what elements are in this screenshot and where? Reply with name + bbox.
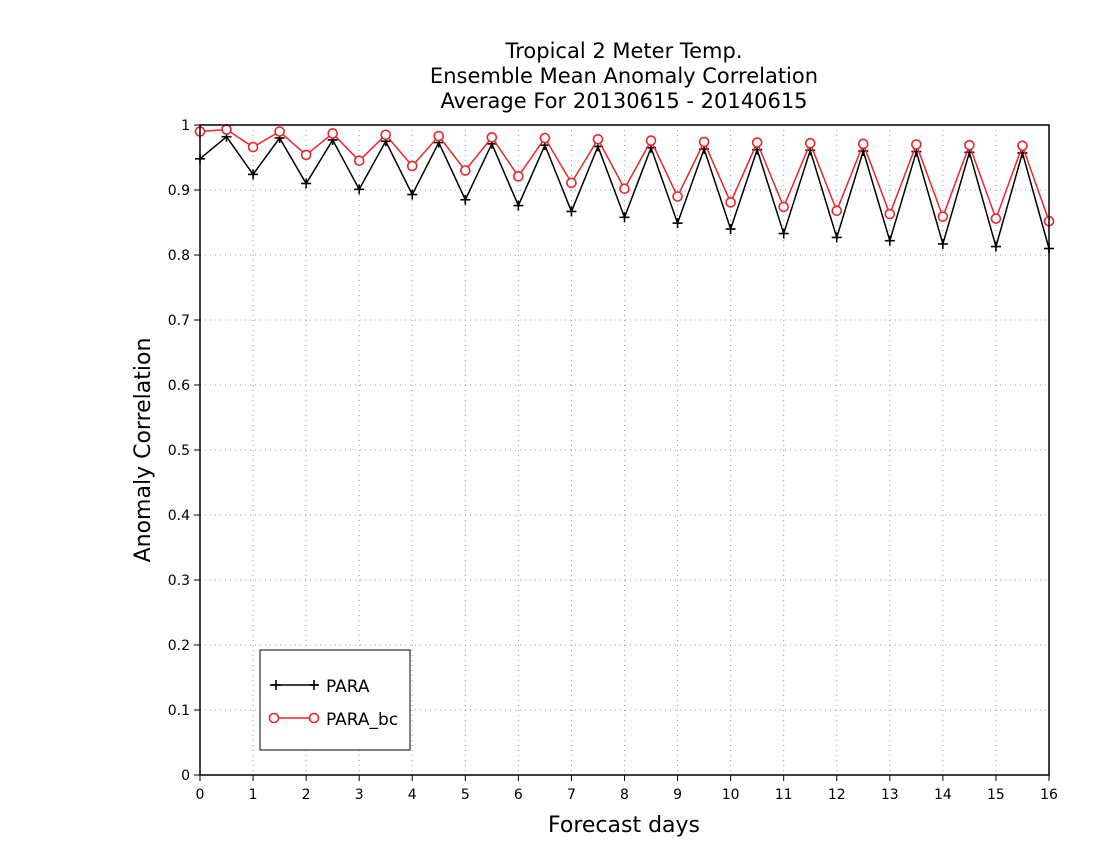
point-para-bc <box>778 201 789 213</box>
point-para <box>725 224 736 234</box>
point-para-bc <box>327 128 338 139</box>
point-para-bc <box>1017 140 1028 152</box>
x-tick-label: 16 <box>1040 787 1058 803</box>
y-tick-label: 0.7 <box>168 313 190 329</box>
y-tick-label: 0.9 <box>168 183 190 199</box>
legend-label-para: PARA <box>326 677 370 697</box>
x-tick-label: 2 <box>302 787 311 803</box>
legend-marker-para <box>271 680 319 690</box>
y-tick-label: 0.8 <box>168 248 190 264</box>
point-para-bc <box>804 137 816 149</box>
y-tick-label: 0.4 <box>168 508 190 524</box>
point-para-bc <box>566 177 577 189</box>
x-tick-label: 14 <box>934 787 952 803</box>
x-tick-label: 8 <box>620 787 629 803</box>
point-para <box>407 189 418 200</box>
title-line-1: Tropical 2 Meter Temp. <box>504 39 742 63</box>
x-axis-ticks: 0 1 2 3 4 5 6 7 8 9 10 11 12 13 14 15 16 <box>196 775 1058 803</box>
x-tick-label: 15 <box>987 787 1005 803</box>
legend-label-para-bc: PARA_bc <box>326 710 398 730</box>
x-tick-label: 0 <box>196 787 205 803</box>
point-para-bc <box>698 136 710 148</box>
point-para <box>990 241 1001 252</box>
point-para <box>354 184 365 195</box>
point-para-bc <box>645 135 657 146</box>
plot-frame <box>199 124 1050 776</box>
point-para-bc <box>911 139 922 150</box>
point-para-bc <box>592 134 604 145</box>
title-line-3: Average For 20130615 - 20140615 <box>440 89 807 113</box>
point-para-bc <box>725 197 736 208</box>
point-para-bc <box>300 149 312 161</box>
point-para-bc <box>857 138 869 150</box>
y-tick-label: 0.1 <box>168 703 190 719</box>
point-para <box>937 238 948 249</box>
x-tick-label: 12 <box>828 787 846 803</box>
point-para-bc <box>964 139 975 151</box>
point-para-bc <box>672 191 683 202</box>
point-para <box>884 235 895 246</box>
point-para <box>513 200 524 211</box>
title-line-2: Ensemble Mean Anomaly Correlation <box>430 64 818 88</box>
point-para-bc <box>380 129 392 141</box>
y-tick-label: 0 <box>181 768 190 784</box>
point-para-bc <box>460 165 471 176</box>
x-tick-label: 6 <box>514 787 523 803</box>
x-tick-label: 5 <box>461 787 470 803</box>
x-axis-label: Forecast days <box>548 813 700 838</box>
y-tick-label: 0.3 <box>168 573 190 589</box>
point-para-bc <box>486 132 498 143</box>
point-para <box>619 212 630 223</box>
y-axis-label: Anomaly Correlation <box>131 338 156 563</box>
point-para <box>248 169 259 180</box>
x-tick-label: 11 <box>775 787 793 803</box>
point-para <box>301 178 312 189</box>
point-para-bc <box>751 137 763 148</box>
point-para <box>566 206 577 217</box>
point-para-bc <box>937 211 949 222</box>
legend-marker-para-bc-2 <box>308 712 320 724</box>
y-tick-label: 0.6 <box>168 378 190 394</box>
point-para-bc <box>406 160 418 172</box>
x-tick-label: 1 <box>249 787 258 803</box>
legend-box <box>259 649 411 751</box>
x-tick-label: 7 <box>567 787 576 803</box>
point-para <box>460 194 471 205</box>
point-para-bc <box>619 183 630 194</box>
point-para-bc <box>274 126 285 137</box>
gridlines <box>200 125 1049 775</box>
x-tick-label: 3 <box>355 787 364 803</box>
point-para-bc <box>539 132 551 144</box>
point-para <box>831 232 842 243</box>
point-para-bc <box>831 205 843 217</box>
legend-marker-para-bc-1 <box>268 712 280 724</box>
point-para-bc <box>884 208 896 220</box>
x-tick-label: 4 <box>408 787 417 803</box>
point-para-bc <box>513 171 524 182</box>
y-tick-label: 0.2 <box>168 638 190 654</box>
x-tick-label: 9 <box>673 787 682 803</box>
point-para-bc <box>221 124 232 135</box>
legend: PARA PARA_bc <box>259 649 411 751</box>
point-para-bc <box>433 130 445 142</box>
point-para-bc <box>990 213 1002 224</box>
x-tick-label: 13 <box>881 787 899 803</box>
point-para <box>672 218 683 229</box>
point-para-bc <box>247 141 259 153</box>
point-para <box>778 228 789 239</box>
chart-title: Tropical 2 Meter Temp. Ensemble Mean Ano… <box>430 39 818 113</box>
y-tick-label: 0.5 <box>168 443 190 459</box>
data-series <box>194 124 1055 254</box>
y-axis-ticks: 0 0.1 0.2 0.3 0.4 0.5 0.6 0.7 0.8 0.9 1 <box>168 118 200 784</box>
point-para-bc <box>353 155 365 167</box>
y-tick-label: 1 <box>181 118 190 134</box>
x-tick-label: 10 <box>722 787 740 803</box>
